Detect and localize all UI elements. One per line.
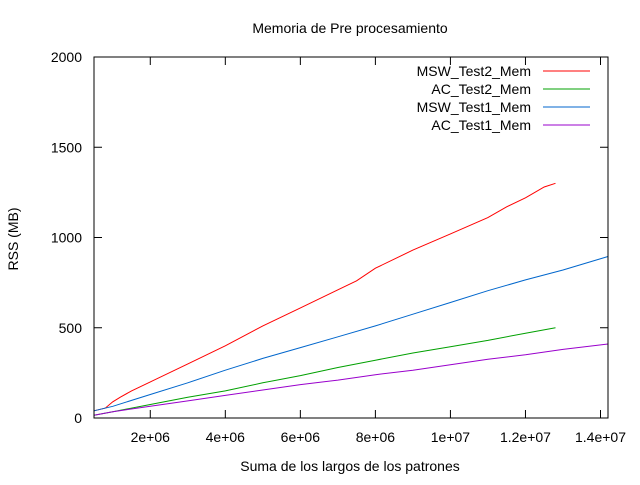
series-layer <box>93 182 609 416</box>
legend: MSW_Test2_Mem AC_Test2_Mem MSW_Test1_Mem AC… <box>417 63 590 133</box>
x-tick-label: 1.2e+07 <box>500 429 551 445</box>
series-line-ac-test1-mem <box>93 343 609 416</box>
y-tick-label: 0 <box>74 410 82 426</box>
chart-title: Memoria de Pre procesamiento <box>252 20 448 36</box>
y-tick-label: 1500 <box>51 139 82 155</box>
x-tick-label: 8e+06 <box>356 429 396 445</box>
series-line-ac-test2-mem <box>93 327 556 416</box>
legend-label: MSW_Test1_Mem <box>417 99 531 115</box>
y-axis-label: RSS (MB) <box>5 208 21 271</box>
legend-label: AC_Test1_Mem <box>431 117 531 133</box>
legend-label: AC_Test2_Mem <box>431 81 531 97</box>
x-tick-label: 2e+06 <box>131 429 171 445</box>
series-line-msw-test2-mem <box>93 182 556 412</box>
y-tick-label: 2000 <box>51 49 82 65</box>
x-tick-label: 1.4e+07 <box>575 429 626 445</box>
y-tick-label: 500 <box>59 320 83 336</box>
x-tick-label: 6e+06 <box>281 429 321 445</box>
x-tick-label: 4e+06 <box>206 429 246 445</box>
axis-ticks: 0 500 1000 1500 2000 2e+06 4e+06 6e+06 8e+06 1e+0… <box>51 49 626 445</box>
legend-label: MSW_Test2_Mem <box>417 63 531 79</box>
x-axis-label: Suma de los largos de los patrones <box>240 458 459 474</box>
series-line-msw-test1-mem <box>93 256 609 412</box>
x-tick-label: 1e+07 <box>431 429 471 445</box>
plot-frame <box>93 56 609 419</box>
y-tick-label: 1000 <box>51 230 82 246</box>
